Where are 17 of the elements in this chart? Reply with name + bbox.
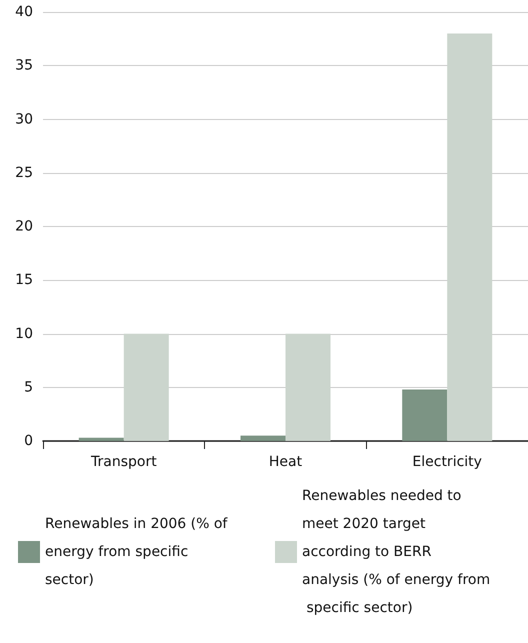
- bar: [78, 438, 124, 441]
- y-tick-label: 35: [15, 58, 33, 74]
- y-tick-label: 25: [15, 164, 33, 181]
- bar: [402, 390, 448, 441]
- y-tick-label: 10: [15, 326, 33, 342]
- x-tick-label: Transport: [90, 454, 158, 470]
- x-tick-label: Heat: [268, 454, 303, 470]
- x-tick-label: Electricity: [412, 454, 482, 470]
- y-tick-label: 30: [15, 111, 33, 128]
- legend-label: Renewables needed to meet 2020 target according to BERR analysis (% of energy from specific sector): [302, 488, 490, 616]
- y-tick-label: 20: [15, 218, 33, 234]
- legend-label: Renewables in 2006 (% of energy from specific sector): [45, 516, 232, 588]
- y-tick-label: 5: [24, 379, 33, 396]
- bar: [240, 436, 286, 441]
- y-tick-label: 0: [24, 433, 33, 449]
- y-tick-label: 15: [15, 272, 33, 288]
- y-tick-label: 40: [15, 4, 33, 20]
